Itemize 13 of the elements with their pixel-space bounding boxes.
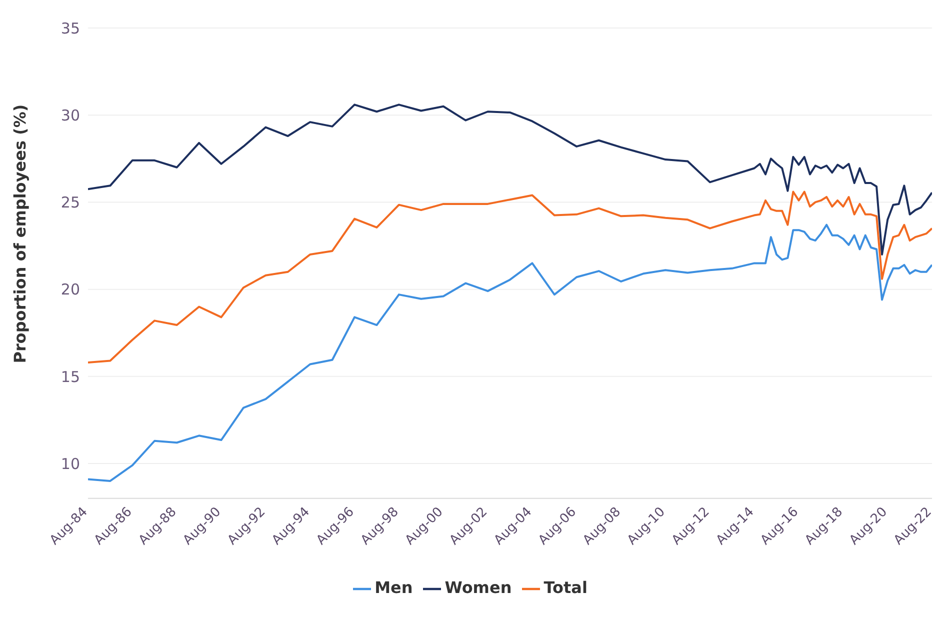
- y-tick-label: 10: [60, 454, 80, 473]
- line-series: [88, 224, 932, 482]
- y-tick-label: 35: [60, 19, 80, 38]
- legend-label: Total: [544, 578, 588, 598]
- y-tick-label: 25: [60, 194, 80, 212]
- line-series: [88, 190, 932, 364]
- y-tick-label: 20: [60, 280, 80, 299]
- y-axis-title: Proportion of employees (%): [10, 104, 30, 364]
- y-tick-label: 30: [60, 106, 80, 124]
- line-series: [88, 104, 932, 256]
- legend-label: Men: [374, 578, 413, 598]
- y-tick-label: 15: [60, 368, 80, 386]
- legend-label: Women: [444, 578, 512, 598]
